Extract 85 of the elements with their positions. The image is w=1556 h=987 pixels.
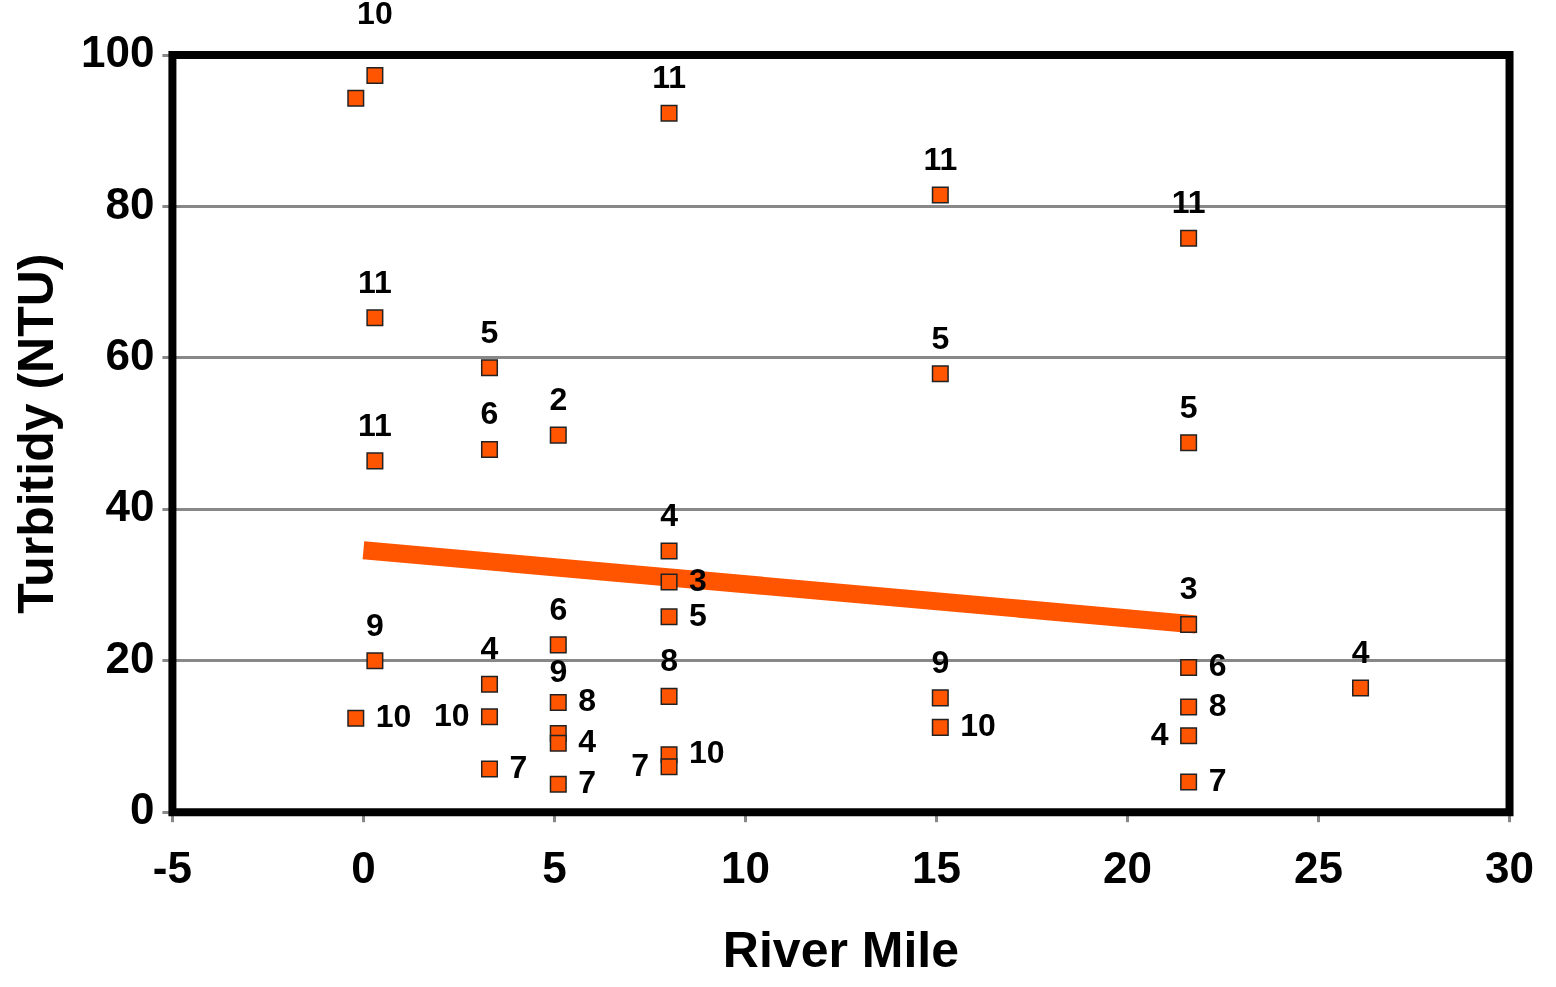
annotation: 10 <box>433 696 470 733</box>
point <box>1180 615 1198 633</box>
annotation: 3 <box>1179 570 1198 607</box>
y-tick-label: 40 <box>105 481 155 531</box>
annotation: 6 <box>1208 647 1227 684</box>
point <box>480 440 499 459</box>
point <box>660 687 678 705</box>
y-tick-label: 80 <box>105 178 155 228</box>
annotation: 11 <box>1171 184 1206 221</box>
x-tick-label: 10 <box>720 842 770 892</box>
y-tick-label: 0 <box>129 784 155 834</box>
annotation: 11 <box>652 59 686 96</box>
x-tick-label: 0 <box>351 842 376 892</box>
point <box>549 693 567 711</box>
point <box>660 542 678 560</box>
point <box>366 452 384 470</box>
annotation: 4 <box>1150 715 1169 752</box>
annotation: 11 <box>923 140 958 177</box>
point <box>1180 773 1198 791</box>
annotation: 8 <box>578 682 597 719</box>
x-tick-label: 25 <box>1294 842 1343 892</box>
point <box>931 689 949 707</box>
point <box>660 608 678 626</box>
y-tick-label: 60 <box>105 330 155 380</box>
annotation: 9 <box>931 643 950 680</box>
point <box>660 758 678 776</box>
annotation: 6 <box>549 590 568 627</box>
x-axis-title: River Mile <box>722 921 960 978</box>
annotation: 5 <box>931 319 950 356</box>
annotation: 10 <box>375 698 412 735</box>
annotation: 5 <box>689 596 707 633</box>
point <box>1180 698 1198 716</box>
point <box>660 573 678 591</box>
annotation: 4 <box>578 723 597 760</box>
annotation: 10 <box>960 707 996 744</box>
point <box>366 652 384 670</box>
point <box>347 709 365 727</box>
annotation: 4 <box>1351 633 1370 670</box>
point <box>1180 434 1198 452</box>
x-tick-label: 5 <box>542 842 567 892</box>
point <box>1352 679 1370 697</box>
annotation: 7 <box>1208 761 1227 798</box>
x-tick-label: 15 <box>912 842 961 892</box>
point <box>480 708 499 726</box>
point <box>480 675 499 693</box>
point <box>660 104 678 122</box>
annotation: 8 <box>1208 686 1227 723</box>
annotation: 5 <box>1179 388 1198 425</box>
annotation: 8 <box>660 642 678 679</box>
point <box>1180 727 1198 745</box>
annotation: 5 <box>480 313 499 350</box>
annotation: 6 <box>480 395 499 432</box>
point <box>366 66 384 84</box>
y-axis-title: Turbitidy (NTU) <box>7 253 64 614</box>
point <box>549 636 567 654</box>
point <box>480 359 499 377</box>
annotation: 4 <box>660 496 679 533</box>
annotation: 7 <box>631 746 650 783</box>
y-tick-label: 20 <box>105 632 155 682</box>
x-tick-label: -5 <box>152 842 192 892</box>
annotation: 11 <box>357 263 392 300</box>
point <box>1180 229 1198 247</box>
point <box>549 734 567 752</box>
x-tick-label: 30 <box>1485 842 1535 892</box>
annotation: 7 <box>509 748 528 785</box>
x-tick-label: 20 <box>1103 842 1152 892</box>
annotation: 10 <box>357 0 393 32</box>
y-tick-label: 100 <box>80 27 155 77</box>
annotation: 3 <box>689 561 707 598</box>
point <box>1180 659 1198 677</box>
annotation: 9 <box>365 606 384 643</box>
point <box>366 309 384 327</box>
point <box>931 365 949 383</box>
point <box>549 426 567 444</box>
annotation: 9 <box>549 653 568 690</box>
point <box>931 718 949 736</box>
point <box>480 760 499 778</box>
annotation: 10 <box>689 734 725 771</box>
annotation: 7 <box>578 764 597 801</box>
point <box>549 775 567 793</box>
point <box>347 89 365 107</box>
annotation: 11 <box>357 406 392 443</box>
annotation: 4 <box>480 630 499 667</box>
annotation: 2 <box>549 380 568 417</box>
point <box>931 186 949 204</box>
